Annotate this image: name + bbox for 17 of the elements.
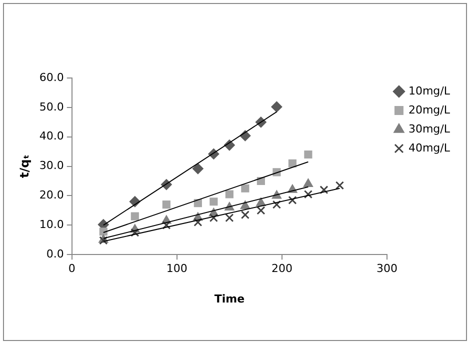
y-tick-label: 20.0 (39, 188, 64, 202)
x-tick-label: 0 (68, 262, 76, 276)
legend-label: 40mg/L (408, 141, 451, 154)
x-tick-label: 100 (166, 262, 188, 276)
y-tick-label: 40.0 (39, 130, 64, 143)
legend-label: 20mg/L (408, 103, 451, 116)
x-tick-label: 200 (271, 262, 292, 276)
legend-label: 10mg/L (408, 84, 451, 98)
x-tick-label: 300 (376, 262, 398, 276)
y-tick-label: 30.0 (39, 159, 64, 172)
legend-label: 30mg/L (408, 122, 451, 136)
x-axis-title: Time (214, 292, 245, 306)
y-tick-label: 50.0 (39, 100, 64, 114)
y-tick-label: 10.0 (39, 218, 64, 232)
y-tick-label: 0.0 (46, 247, 64, 260)
y-axis-title: t/qₜ (17, 154, 32, 178)
y-tick-label: 60.0 (39, 70, 64, 84)
